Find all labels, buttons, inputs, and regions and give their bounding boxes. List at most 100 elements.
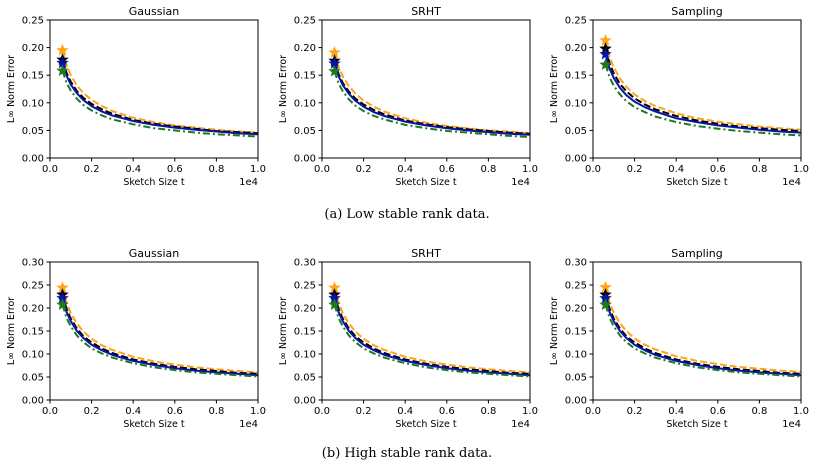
y-tick-label: 0.15 [565,71,587,82]
y-axis-label: L∞ Norm Error [278,297,289,365]
chart-panel: SRHT 0.0 0.2 0.4 0.6 0.8 1.0 0.00 0.05 0.10 0.15 0.… [278,5,538,188]
star-marker-0 [599,280,612,293]
x-tick-label: 0.0 [42,164,58,175]
star-marker-0 [56,281,69,293]
x-tick-label: 0.8 [751,406,767,417]
series-line-3 [604,304,802,378]
star-marker-2 [599,47,612,60]
chart-panel: SRHT 0.0 0.2 0.4 0.6 0.8 1.0 0.00 0.05 0.10 0.15 0.… [278,247,538,430]
x-offset-label: 1e4 [511,177,530,188]
series-group [599,280,802,378]
y-tick-label: 0.05 [565,126,587,137]
chart-title: SRHT [411,5,441,18]
x-tick-label: 0.6 [710,406,726,417]
plot-frame [49,261,259,401]
x-tick-label: 0.4 [125,406,141,417]
y-tick-label: 0.20 [565,43,587,54]
x-tick-label: 0.0 [585,164,601,175]
x-tick-label: 0.8 [208,164,224,175]
y-tick-label: 0.00 [565,396,587,407]
x-offset-label: 1e4 [239,177,258,188]
y-tick-label: 0.00 [22,396,44,407]
x-tick-label: 0.4 [397,406,413,417]
series-line-0 [61,287,259,374]
y-tick-label: 0.10 [22,350,44,361]
chart-title: Sampling [671,5,723,18]
x-tick-label: 0.6 [167,164,183,175]
star-marker-0 [328,46,341,58]
x-tick-label: 0.4 [125,164,141,175]
chart-panel: Sampling 0.0 0.2 0.4 0.6 0.8 1.0 0.00 0.05 0.10 0.… [549,247,809,430]
plot-frame [321,19,531,159]
y-tick-label: 0.20 [565,304,587,315]
series-line-0 [604,287,802,373]
caption-b: (b) High stable rank data. [322,446,492,460]
y-tick-label: 0.15 [22,327,44,338]
series-line-0 [333,52,531,135]
star-marker-2 [328,57,341,69]
chart-panel: Sampling 0.0 0.2 0.4 0.6 0.8 1.0 0.00 0.05 0.10 0.… [549,5,809,188]
y-tick-label: 0.20 [22,43,44,54]
x-tick-label: 0.2 [356,406,372,417]
x-tick-label: 0.4 [397,164,413,175]
y-tick-label: 0.20 [294,304,316,315]
y-tick-label: 0.10 [22,98,44,109]
series-line-2 [604,298,802,377]
x-tick-label: 0.4 [668,164,684,175]
plot-frame [49,19,259,159]
y-tick-label: 0.10 [565,98,587,109]
x-tick-label: 1.0 [793,406,809,417]
x-tick-label: 0.0 [314,164,330,175]
chart-title: SRHT [411,247,441,260]
y-tick-label: 0.20 [294,43,316,54]
y-axis-label: L∞ Norm Error [549,297,560,365]
y-tick-label: 0.05 [22,373,44,384]
series-group [599,33,802,137]
star-marker-2 [56,291,69,304]
y-tick-label: 0.00 [22,154,44,165]
series-line-3 [61,70,259,138]
star-marker-2 [328,291,341,304]
series-line-1 [604,48,802,132]
series-group [328,281,531,378]
y-tick-label: 0.00 [294,396,316,407]
x-tick-label: 0.6 [439,164,455,175]
x-tick-label: 1.0 [793,164,809,175]
chart-panel: Gaussian 0.0 0.2 0.4 0.6 0.8 1.0 0.00 0.05 0.10 0.… [6,5,266,188]
series-line-3 [333,304,531,378]
y-tick-label: 0.05 [565,373,587,384]
series-line-1 [333,294,531,375]
x-tick-label: 0.2 [84,406,100,417]
x-tick-label: 0.0 [585,406,601,417]
x-offset-label: 1e4 [511,419,530,430]
x-offset-label: 1e4 [239,419,258,430]
y-tick-label: 0.30 [22,258,44,269]
x-tick-label: 0.8 [208,406,224,417]
y-axis-label: L∞ Norm Error [549,55,560,123]
series-line-2 [61,298,259,377]
x-tick-label: 0.8 [480,406,496,417]
plot-frame [592,261,802,401]
series-line-0 [61,50,259,134]
star-marker-2 [56,56,69,69]
star-marker-3 [328,64,341,77]
y-tick-label: 0.05 [22,126,44,137]
x-tick-label: 1.0 [250,406,266,417]
x-axis-label: Sketch Size t [395,419,457,430]
x-axis-label: Sketch Size t [666,419,728,430]
series-group [56,281,259,378]
caption-a: (a) Low stable rank data. [324,207,489,222]
series-line-0 [333,287,531,374]
chart-title: Gaussian [129,247,179,260]
series-line-2 [333,298,531,377]
y-axis-label: L∞ Norm Error [6,297,17,365]
series-line-1 [333,60,531,135]
y-tick-label: 0.10 [565,350,587,361]
series-line-3 [604,64,802,137]
chart-panel: Gaussian 0.0 0.2 0.4 0.6 0.8 1.0 0.00 0.05 0.10 0.… [6,247,266,430]
x-tick-label: 0.2 [627,164,643,175]
y-tick-label: 0.25 [22,281,44,292]
x-tick-label: 0.8 [480,164,496,175]
x-tick-label: 0.2 [356,164,372,175]
y-tick-label: 0.10 [294,98,316,109]
